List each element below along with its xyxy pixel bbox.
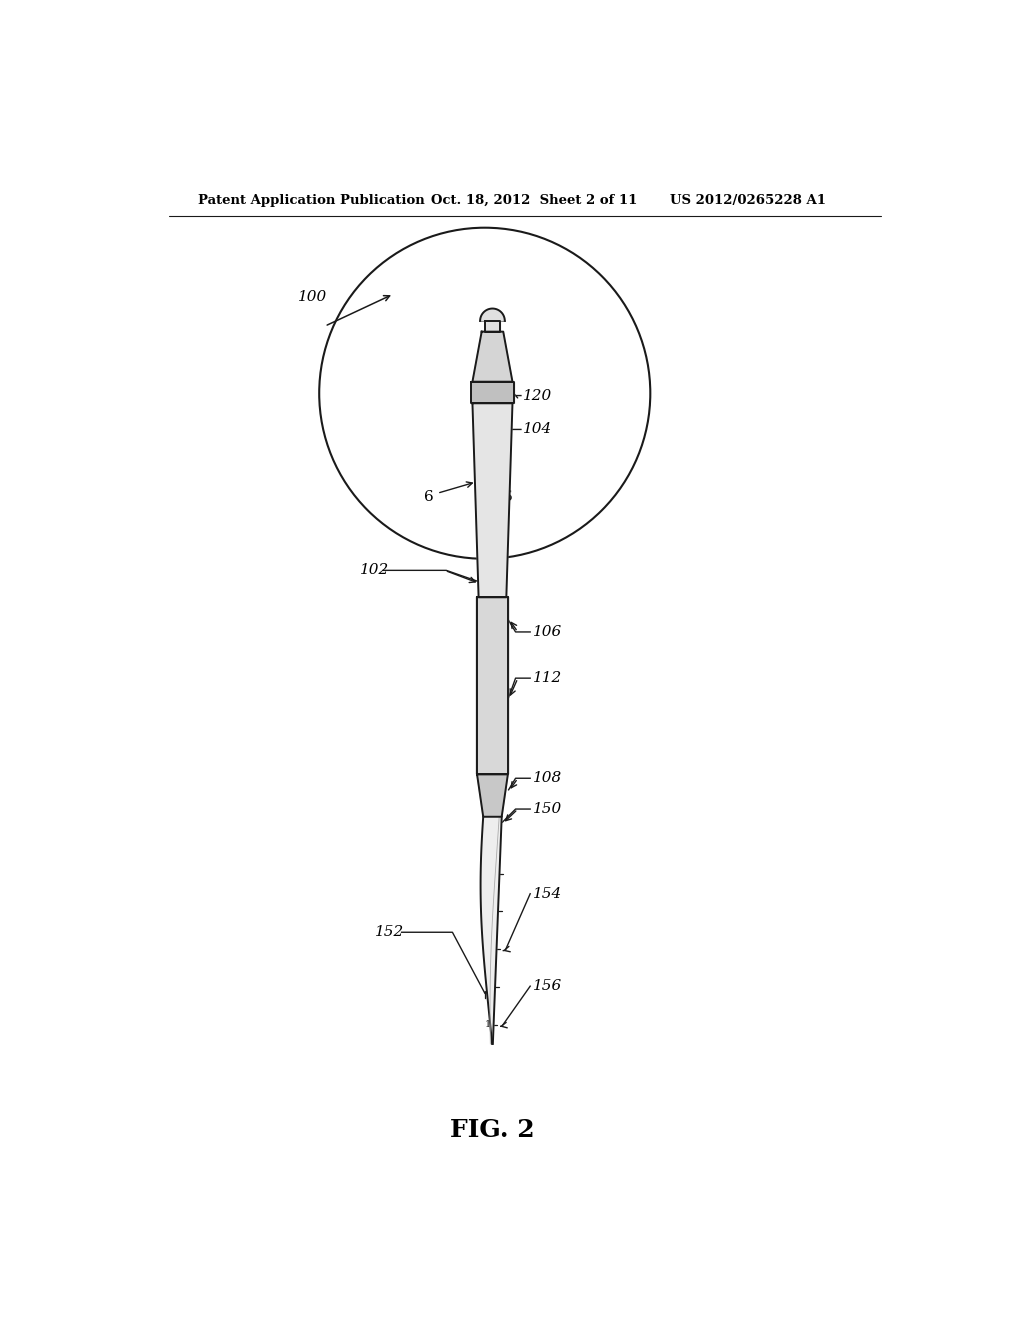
Text: FIG. 2: FIG. 2	[451, 1118, 535, 1142]
Text: Oct. 18, 2012  Sheet 2 of 11: Oct. 18, 2012 Sheet 2 of 11	[431, 194, 637, 207]
Text: 120: 120	[523, 388, 553, 403]
Polygon shape	[480, 817, 502, 1044]
Polygon shape	[477, 597, 508, 775]
Text: 3: 3	[488, 945, 495, 954]
Text: 6: 6	[503, 490, 513, 504]
Text: US 2012/0265228 A1: US 2012/0265228 A1	[670, 194, 825, 207]
Text: 1: 1	[485, 1020, 492, 1030]
Text: 5: 5	[492, 869, 498, 878]
Text: 2: 2	[486, 982, 493, 991]
Text: 108: 108	[532, 771, 562, 785]
Text: Patent Application Publication: Patent Application Publication	[199, 194, 425, 207]
Text: 4: 4	[489, 907, 496, 916]
Text: 112: 112	[532, 671, 562, 685]
Text: 100: 100	[298, 290, 328, 304]
Polygon shape	[484, 321, 500, 331]
Text: 150: 150	[532, 803, 562, 816]
Text: 104: 104	[523, 422, 553, 437]
Polygon shape	[471, 381, 514, 404]
Polygon shape	[477, 775, 508, 817]
Text: 106: 106	[532, 624, 562, 639]
Polygon shape	[480, 309, 505, 321]
Polygon shape	[472, 404, 512, 597]
Text: 156: 156	[532, 979, 562, 993]
Text: 6: 6	[424, 490, 434, 504]
Polygon shape	[472, 331, 512, 381]
Text: 102: 102	[360, 564, 389, 577]
Text: 154: 154	[532, 887, 562, 900]
Text: 152: 152	[376, 925, 404, 940]
